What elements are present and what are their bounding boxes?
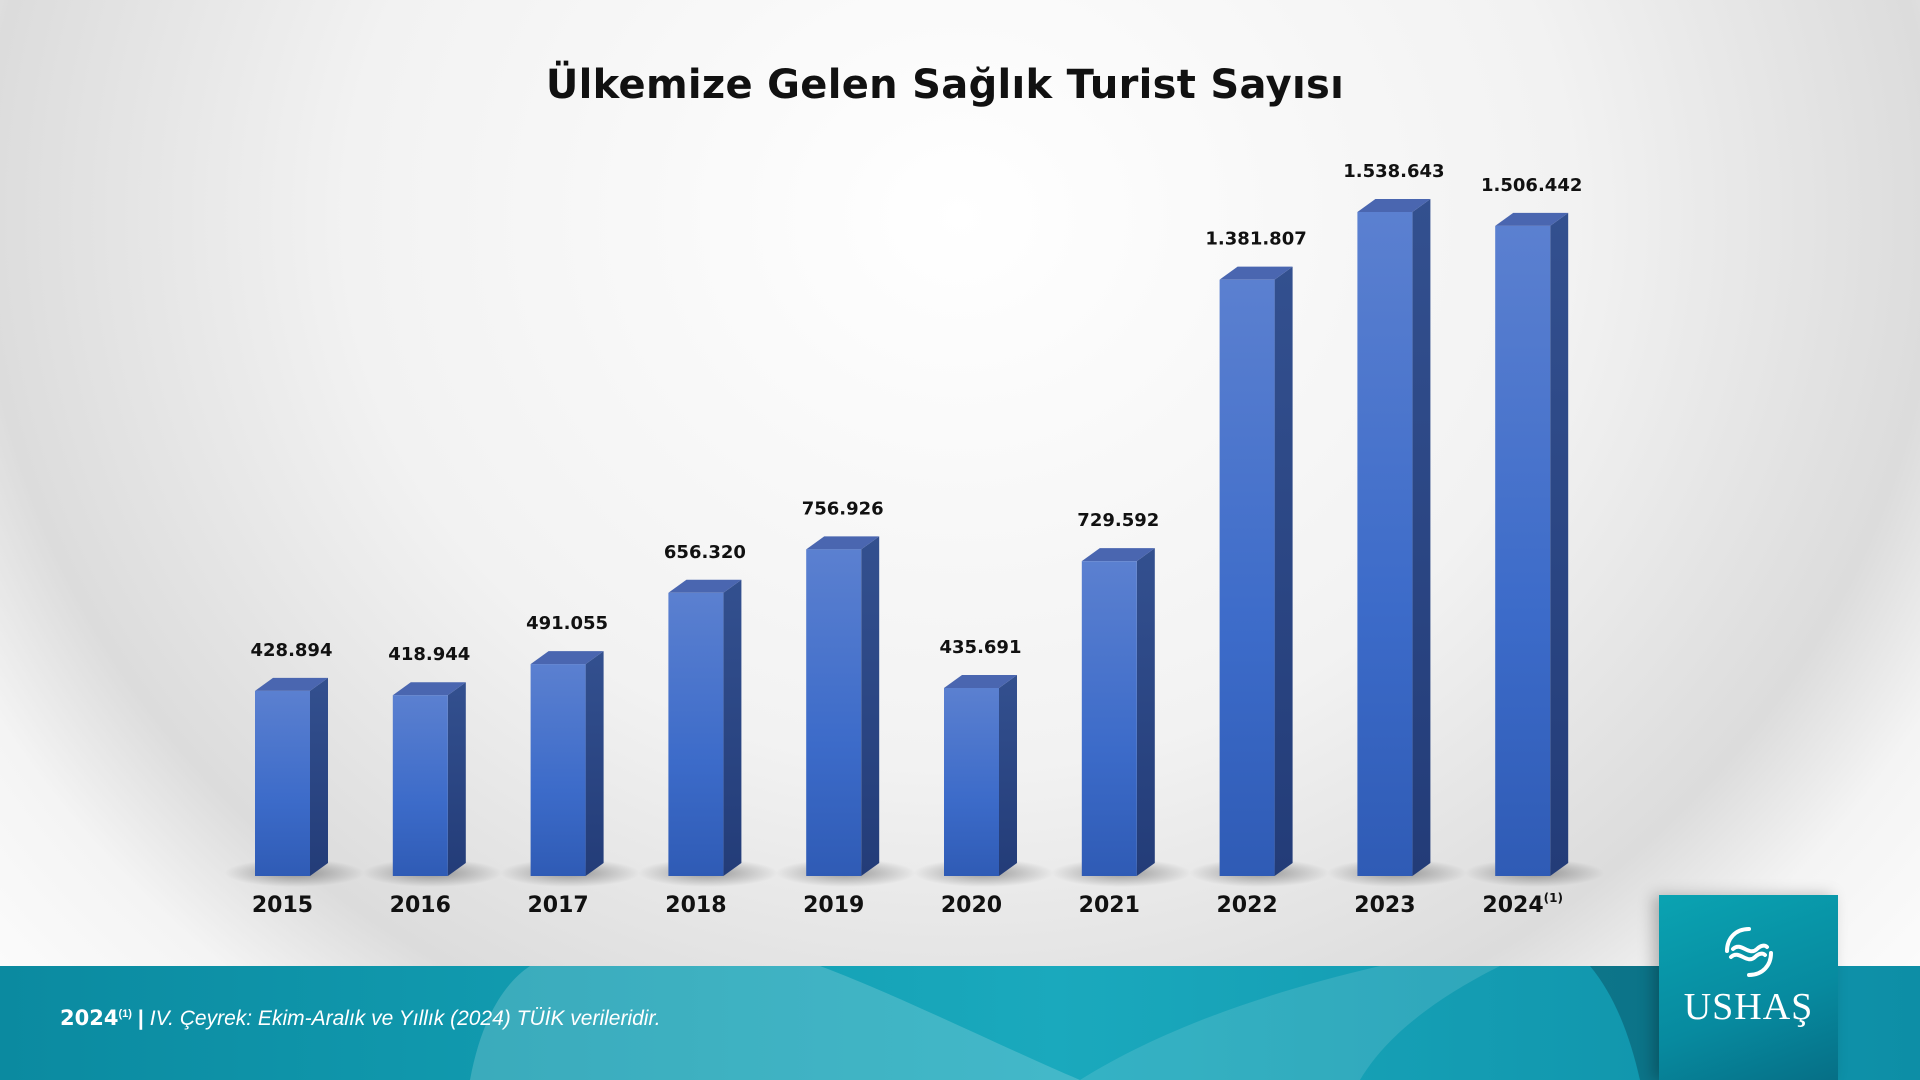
bar-top-2024 <box>1495 212 1569 226</box>
bar-side-2017 <box>585 651 604 876</box>
ushas-logo-mark-icon <box>1725 927 1773 977</box>
bar-2021 <box>1081 561 1137 876</box>
bar-side-2020 <box>999 674 1017 876</box>
bar-side-2015 <box>310 677 328 876</box>
category-label-2020: 2020 <box>941 893 1002 918</box>
value-label-2024: 1.506.442 <box>1481 175 1582 196</box>
footnote-text: IV. Çeyrek: Ekim-Aralık ve Yıllık (2024)… <box>149 1007 661 1030</box>
footnote-separator: | <box>137 1007 144 1030</box>
category-label-2021: 2021 <box>1079 893 1140 918</box>
category-label-2019: 2019 <box>803 893 864 918</box>
bar-top-2015 <box>255 677 328 691</box>
category-label-2017: 2017 <box>527 893 588 918</box>
category-label-2022: 2022 <box>1216 893 1277 918</box>
bar-side-2022 <box>1274 266 1293 876</box>
bar-top-2017 <box>530 651 604 665</box>
bar-side-2021 <box>1136 548 1155 876</box>
category-label-2018: 2018 <box>665 893 726 918</box>
category-superscript: (1) <box>1544 891 1563 905</box>
category-label-2023: 2023 <box>1354 893 1415 918</box>
bar-side-2023 <box>1412 199 1431 876</box>
bar-2015 <box>255 690 310 876</box>
value-label-2022: 1.381.807 <box>1205 229 1306 250</box>
value-label-2016: 418.944 <box>388 644 470 665</box>
ushas-logo: USHAŞ <box>1659 895 1838 1080</box>
value-label-2023: 1.538.643 <box>1343 161 1444 182</box>
category-label-2024: 2024(1) <box>1482 891 1563 918</box>
bar-2022 <box>1219 279 1275 876</box>
value-label-2021: 729.592 <box>1077 510 1159 531</box>
bar-2017 <box>530 664 586 876</box>
bar-2018 <box>668 592 724 876</box>
bar-2023 <box>1357 212 1413 876</box>
value-label-2017: 491.055 <box>526 613 608 634</box>
value-label-2015: 428.894 <box>251 640 333 661</box>
value-label-2020: 435.691 <box>940 637 1022 658</box>
bar-side-2024 <box>1550 212 1569 877</box>
bar-side-2018 <box>723 579 742 876</box>
footnote: 2024(1) | IV. Çeyrek: Ekim-Aralık ve Yıllı… <box>60 1006 661 1031</box>
bar-side-2019 <box>861 536 880 876</box>
bar-2020 <box>944 687 999 876</box>
footnote-year: 2024 <box>60 1006 119 1030</box>
bar-top-2022 <box>1219 266 1293 280</box>
bar-top-2019 <box>806 536 880 550</box>
chart-title: Ülkemize Gelen Sağlık Turist Sayısı <box>545 62 1345 108</box>
value-label-2019: 756.926 <box>802 498 884 519</box>
footer-wave-decoration <box>470 966 1660 1080</box>
value-label-2018: 656.320 <box>664 542 746 563</box>
bar-2024 <box>1495 225 1551 877</box>
bar-top-2016 <box>392 682 466 696</box>
bar-2016 <box>392 695 448 876</box>
bar-top-2020 <box>944 674 1017 688</box>
footer-band <box>0 966 1920 1080</box>
bar-top-2021 <box>1081 548 1155 562</box>
footnote-superscript: (1) <box>118 1008 132 1020</box>
category-label-2015: 2015 <box>252 893 313 918</box>
ushas-logo-text: USHAŞ <box>1683 986 1814 1028</box>
bar-side-2016 <box>447 682 466 876</box>
bar-top-2018 <box>668 579 742 593</box>
bar-top-2023 <box>1357 199 1431 212</box>
category-label-2016: 2016 <box>390 893 451 918</box>
bar-chart: 428.894 2015 418.944 2016 491.055 2017 656.320… <box>224 161 1605 918</box>
bar-2019 <box>806 549 862 876</box>
